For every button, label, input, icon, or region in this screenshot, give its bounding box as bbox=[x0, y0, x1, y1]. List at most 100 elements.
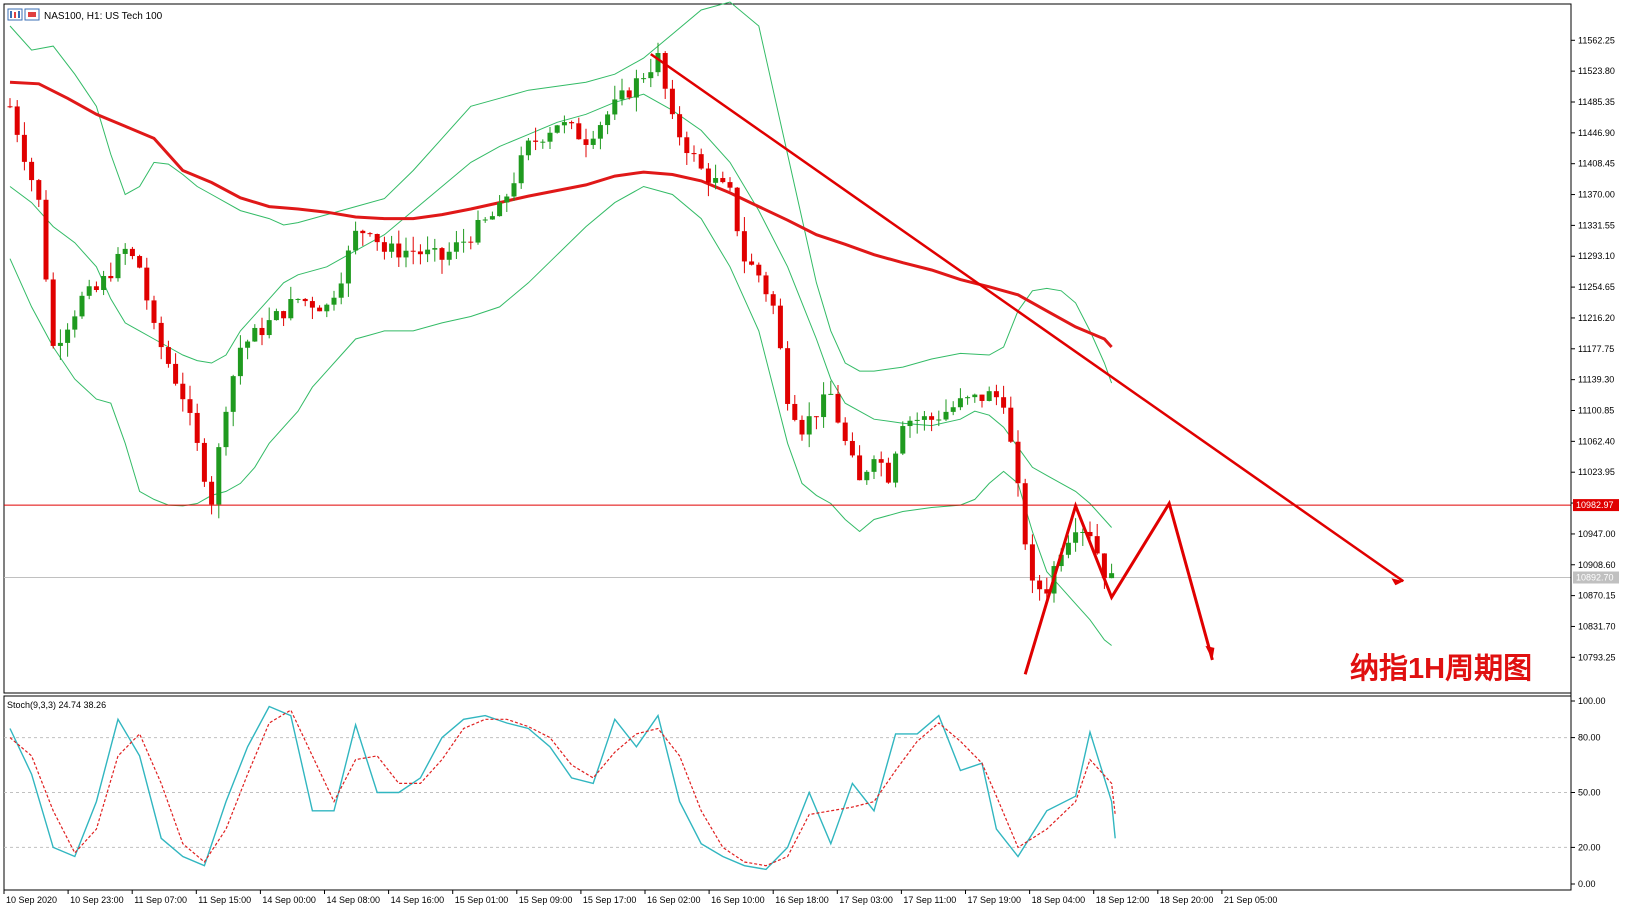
candle-body bbox=[648, 72, 654, 79]
price-tick-label: 11331.55 bbox=[1578, 220, 1615, 230]
candle-body bbox=[540, 141, 546, 143]
candle-body bbox=[641, 78, 647, 80]
price-tick-label: 10870.15 bbox=[1578, 591, 1616, 601]
candle-body bbox=[828, 393, 834, 395]
projection-path[interactable] bbox=[1023, 499, 1214, 675]
candle-body bbox=[417, 251, 423, 255]
candle-body bbox=[1073, 532, 1079, 543]
stoch-tick-label: 50.00 bbox=[1578, 788, 1601, 798]
candle-body bbox=[1065, 542, 1071, 555]
candle-body bbox=[669, 88, 675, 115]
stoch-tick-label: 0.00 bbox=[1578, 879, 1596, 889]
candle-body bbox=[1022, 483, 1028, 545]
candle-body bbox=[547, 132, 553, 142]
candle-body bbox=[792, 403, 798, 420]
time-tick-label: 11 Sep 07:00 bbox=[134, 895, 187, 905]
candle-body bbox=[842, 422, 848, 441]
symbol-window-icon[interactable] bbox=[7, 8, 40, 21]
trend-line[interactable] bbox=[650, 53, 1405, 583]
candle-body bbox=[115, 253, 121, 279]
candle-body bbox=[972, 394, 978, 398]
stoch-axis: 100.00 80.00 50.00 20.00 0.00 bbox=[1571, 696, 1606, 889]
time-tick-label: 15 Sep 17:00 bbox=[583, 895, 637, 905]
candle-body bbox=[482, 219, 488, 221]
candle-body bbox=[770, 294, 776, 306]
candle-body bbox=[576, 123, 582, 140]
stoch-indicator-label: Stoch(9,3,3) 24.74 38.26 bbox=[7, 700, 106, 710]
candle-body bbox=[165, 347, 171, 364]
time-tick-label: 17 Sep 19:00 bbox=[968, 895, 1022, 905]
time-tick-label: 14 Sep 16:00 bbox=[391, 895, 445, 905]
candle-body bbox=[633, 78, 639, 98]
candle-body bbox=[561, 122, 567, 126]
price-tick-label: 11562.25 bbox=[1578, 35, 1615, 45]
candle-body bbox=[821, 394, 827, 418]
price-tick-label: 10947.00 bbox=[1578, 529, 1616, 539]
price-line-value: 10982.97 bbox=[1576, 500, 1614, 510]
candle-body bbox=[785, 348, 791, 404]
candle-body bbox=[389, 243, 395, 252]
candle-body bbox=[1001, 397, 1007, 408]
candle-body bbox=[734, 187, 740, 232]
candle-body bbox=[1109, 573, 1115, 579]
candle-body bbox=[439, 248, 445, 260]
time-tick-label: 21 Sep 05:00 bbox=[1224, 895, 1278, 905]
candle-body bbox=[741, 231, 747, 262]
candle-body bbox=[1008, 407, 1014, 442]
candle-body bbox=[158, 322, 164, 348]
price-line-tag bbox=[1573, 499, 1619, 512]
candle-body bbox=[345, 250, 351, 284]
candle-body bbox=[403, 250, 409, 258]
candle-body bbox=[122, 248, 128, 254]
candle-body bbox=[36, 180, 42, 200]
candle-body bbox=[583, 139, 589, 145]
candle-body bbox=[43, 199, 49, 280]
horizontal-price-lines bbox=[4, 504, 1571, 579]
candle-body bbox=[1037, 580, 1043, 590]
stoch-tick-label: 20.00 bbox=[1578, 842, 1601, 852]
candle-body bbox=[813, 416, 819, 418]
candle-body bbox=[72, 316, 78, 330]
candle-body bbox=[201, 442, 207, 482]
candle-body bbox=[1101, 553, 1107, 579]
candle-body bbox=[50, 279, 56, 346]
candle-body bbox=[259, 327, 265, 336]
candle-body bbox=[763, 275, 769, 295]
price-tick-label: 10793.25 bbox=[1578, 652, 1616, 662]
candle-body bbox=[871, 459, 877, 472]
price-tick-label: 11293.10 bbox=[1578, 251, 1615, 261]
candle-body bbox=[432, 248, 438, 250]
candle-body bbox=[936, 419, 942, 421]
candle-body bbox=[453, 242, 459, 252]
candle-body bbox=[425, 249, 431, 255]
candle-body bbox=[713, 178, 719, 183]
candle-body bbox=[230, 376, 236, 412]
drawn-objects bbox=[650, 53, 1405, 675]
candle-body bbox=[1058, 554, 1064, 567]
price-tick-label: 11216.20 bbox=[1578, 313, 1615, 323]
candle-body bbox=[446, 251, 452, 260]
time-tick-label: 16 Sep 18:00 bbox=[775, 895, 829, 905]
stoch-panel bbox=[3, 695, 1572, 891]
candle-body bbox=[281, 311, 287, 319]
price-tick-label: 11254.65 bbox=[1578, 282, 1615, 292]
candle-body bbox=[374, 234, 380, 243]
candle-body bbox=[93, 286, 99, 290]
candle-body bbox=[137, 256, 143, 268]
stoch-tick-label: 80.00 bbox=[1578, 733, 1601, 743]
stochastic-lines bbox=[4, 705, 1571, 871]
candle-body bbox=[993, 391, 999, 398]
candle-body bbox=[216, 447, 222, 505]
candle-body bbox=[497, 202, 503, 217]
candle-body bbox=[381, 242, 387, 252]
price-tick-label: 10908.60 bbox=[1578, 560, 1616, 570]
candle-body bbox=[569, 122, 575, 124]
time-tick-label: 15 Sep 01:00 bbox=[455, 895, 509, 905]
candle-body bbox=[1044, 589, 1050, 594]
candle-body bbox=[525, 140, 531, 156]
candle-body bbox=[1094, 536, 1100, 554]
time-tick-label: 11 Sep 15:00 bbox=[198, 895, 251, 905]
candle-body bbox=[727, 182, 733, 188]
time-tick-label: 14 Sep 08:00 bbox=[327, 895, 381, 905]
